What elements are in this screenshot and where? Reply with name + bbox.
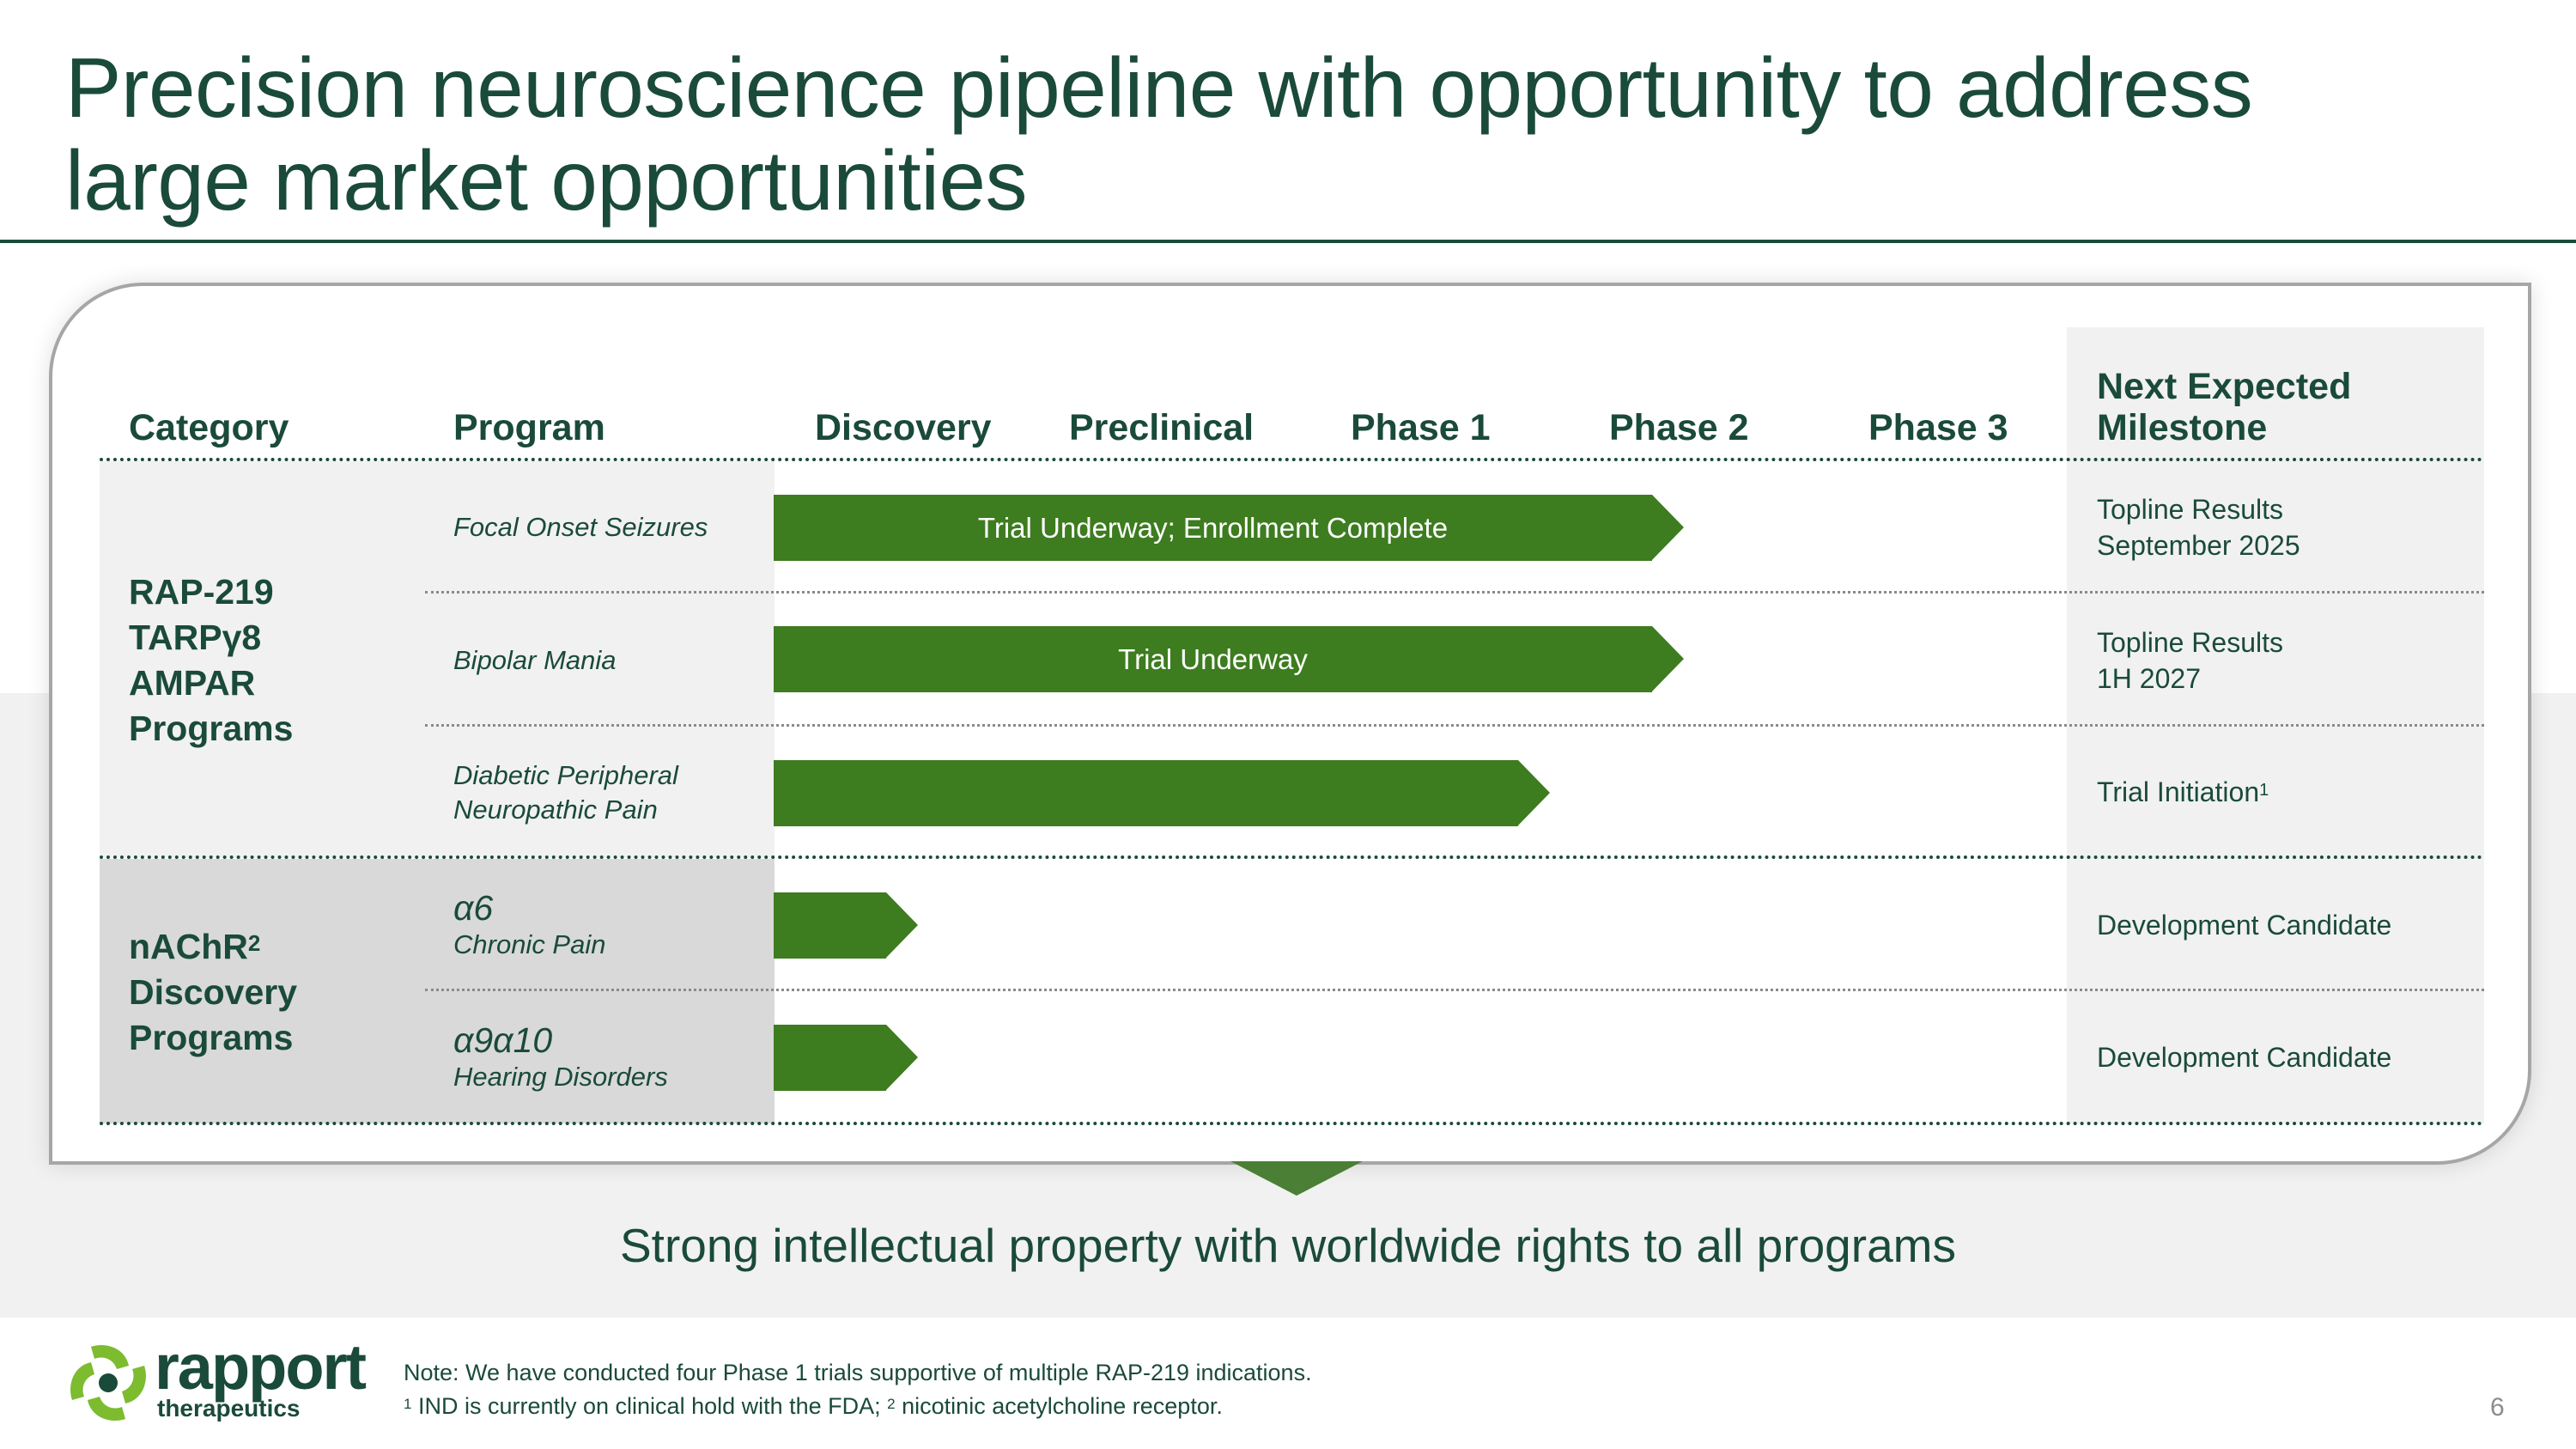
category-line: AMPAR [129, 663, 256, 703]
bar-bipolar-mania: Trial Underway [774, 626, 1684, 692]
slide-title-line2: large market opportunities [65, 133, 1028, 228]
header-discovery: Discovery [815, 407, 992, 448]
header-preclinical: Preclinical [1069, 407, 1255, 448]
milestone-line: 1H 2027 [2097, 663, 2201, 694]
category-line: Programs [129, 709, 294, 748]
program-target: α6 [453, 888, 494, 928]
down-arrow-icon [1230, 1161, 1363, 1196]
header-rule [100, 458, 2484, 461]
category-nachr: nAChR2 Discovery Programs [129, 924, 297, 1061]
header-milestone-line1: Next Expected [2097, 366, 2352, 407]
nachr-category-bg [100, 859, 775, 1123]
slide-title-line1: Precision neuroscience pipeline with opp… [65, 40, 2253, 135]
category-line: TARPγ8 [129, 618, 262, 657]
program-focal-onset-seizures: Focal Onset Seizures [453, 512, 708, 542]
milestone-bipolar-mania: Topline Results 1H 2027 [2097, 624, 2283, 697]
table-bottom-rule [100, 1122, 2484, 1125]
slide-title: Precision neuroscience pipeline with opp… [65, 41, 2470, 227]
footnote-line1: Note: We have conducted four Phase 1 tri… [404, 1360, 1312, 1385]
program-indication: Chronic Pain [453, 929, 606, 959]
bar-body: Trial Underway; Enrollment Complete [774, 495, 1652, 561]
category-rap219: RAP-219 TARPγ8 AMPAR Programs [129, 569, 293, 752]
row-divider [425, 591, 2484, 594]
category-line: Discovery [129, 972, 298, 1012]
logo-wordmark: rapport [155, 1331, 367, 1403]
program-line: Diabetic Peripheral [453, 760, 678, 790]
header-milestone: Next Expected Milestone [2097, 366, 2351, 448]
program-indication: Hearing Disorders [453, 1062, 668, 1092]
bar-focal-onset-seizures: Trial Underway; Enrollment Complete [774, 495, 1684, 561]
bar-arrow-tip [1652, 626, 1684, 691]
header-program: Program [453, 407, 605, 448]
program-alpha9alpha10: α9α10 Hearing Disorders [453, 1020, 668, 1094]
milestone-dpnp: Trial Initiation1 [2097, 774, 2269, 810]
bar-body [774, 1025, 886, 1091]
bar-dpnp [774, 760, 1550, 826]
category-divider [100, 855, 2484, 859]
bar-arrow-tip [1652, 495, 1684, 560]
milestone-alpha6: Development Candidate [2097, 910, 2392, 941]
bar-body [774, 892, 886, 959]
footnote-marker: 1 [404, 1396, 412, 1412]
program-alpha6: α6 Chronic Pain [453, 888, 605, 962]
category-line: nAChR2 [129, 927, 261, 966]
footnote-marker: 2 [887, 1396, 896, 1412]
category-line: RAP-219 [129, 572, 274, 612]
header-phase2: Phase 2 [1609, 407, 1749, 448]
milestone-line: Topline Results [2097, 494, 2283, 525]
bar-alpha9alpha10 [774, 1025, 918, 1091]
header-phase1: Phase 1 [1351, 407, 1491, 448]
program-line: Neuropathic Pain [453, 795, 658, 825]
bar-arrow-tip [1518, 760, 1550, 825]
header-category: Category [129, 407, 289, 448]
page-number: 6 [2490, 1393, 2505, 1422]
header-milestone-line2: Milestone [2097, 407, 2268, 448]
logo-subtitle: therapeutics [157, 1395, 301, 1422]
footnote-marker: 1 [2259, 781, 2269, 800]
title-divider [0, 240, 2576, 243]
milestone-alpha9alpha10: Development Candidate [2097, 1042, 2392, 1073]
program-dpnp: Diabetic Peripheral Neuropathic Pain [453, 758, 678, 827]
program-bipolar-mania: Bipolar Mania [453, 645, 617, 675]
footnote: Note: We have conducted four Phase 1 tri… [404, 1356, 1312, 1423]
tagline: Strong intellectual property with worldw… [620, 1219, 1956, 1272]
program-target: α9α10 [453, 1020, 553, 1060]
rapport-logo-mark-icon [70, 1345, 146, 1421]
bar-arrow-tip [886, 892, 918, 958]
milestone-line: Trial Initiation [2097, 776, 2260, 807]
row-divider [425, 989, 2484, 991]
milestone-line: September 2025 [2097, 530, 2300, 561]
bar-arrow-tip [886, 1025, 918, 1090]
bar-alpha6 [774, 892, 918, 959]
milestone-focal-onset-seizures: Topline Results September 2025 [2097, 491, 2300, 563]
bar-body: Trial Underway [774, 626, 1652, 692]
row-divider [425, 724, 2484, 727]
header-phase3: Phase 3 [1868, 407, 2008, 448]
rap219-category-bg [100, 461, 775, 857]
footnote-marker: 2 [247, 930, 261, 956]
footnote-line2: 1 IND is currently on clinical hold with… [404, 1393, 1223, 1419]
category-line: Programs [129, 1018, 294, 1057]
bar-body [774, 760, 1518, 826]
milestone-line: Topline Results [2097, 627, 2283, 658]
